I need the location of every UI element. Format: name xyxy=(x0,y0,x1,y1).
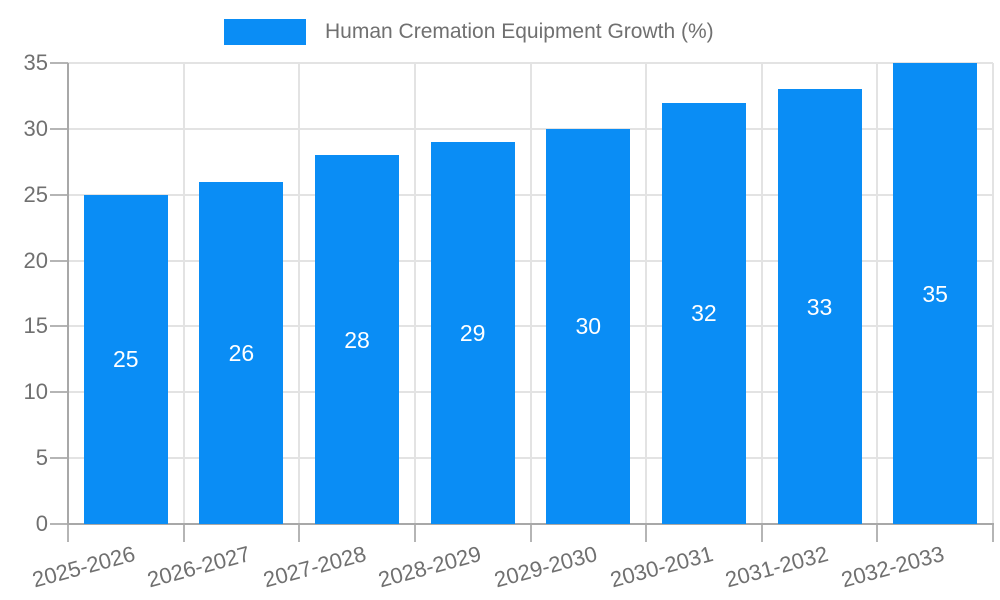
bar-value-label: 28 xyxy=(344,326,370,353)
x-gridline xyxy=(182,63,185,524)
x-gridline xyxy=(413,63,416,524)
y-tick xyxy=(50,193,68,196)
y-tick-label: 0 xyxy=(35,511,48,536)
x-gridline xyxy=(645,63,648,524)
x-tick xyxy=(182,524,185,542)
y-tick-label: 15 xyxy=(23,313,48,339)
x-tick-label: 2030-2031 xyxy=(607,541,716,593)
x-tick-label: 2025-2026 xyxy=(29,541,138,593)
x-tick xyxy=(67,524,69,542)
bar-value-label: 32 xyxy=(691,300,717,327)
bar-2029-2030[interactable]: 30 xyxy=(546,128,631,524)
y-tick xyxy=(50,457,68,460)
bar-value-label: 26 xyxy=(228,339,255,366)
x-gridline xyxy=(298,63,301,524)
x-tick-label: 2026-2027 xyxy=(144,541,253,593)
x-tick-label: 2028-2029 xyxy=(376,541,485,593)
x-tick xyxy=(529,524,532,542)
bar-value-label: 30 xyxy=(575,313,602,340)
x-tick xyxy=(876,524,879,542)
x-tick xyxy=(413,524,416,542)
y-axis-line xyxy=(67,63,69,524)
bar-value-label: 33 xyxy=(806,293,833,320)
y-tick xyxy=(50,391,68,394)
x-tick xyxy=(992,524,994,542)
x-tick xyxy=(760,524,763,542)
legend-swatch xyxy=(224,19,306,45)
y-tick-label: 25 xyxy=(23,181,48,207)
legend-label: Human Cremation Equipment Growth (%) xyxy=(325,20,714,43)
y-tick xyxy=(50,259,68,262)
y-tick xyxy=(50,62,68,64)
y-tick-label: 5 xyxy=(35,445,48,471)
bar-2031-2032[interactable]: 33 xyxy=(777,89,862,524)
x-tick-label: 2032-2033 xyxy=(838,541,947,593)
bar-2027-2028[interactable]: 28 xyxy=(315,155,400,524)
bar-value-label: 25 xyxy=(113,346,139,373)
bar-value-label: 29 xyxy=(459,320,486,346)
bar-2026-2027[interactable]: 26 xyxy=(199,181,284,524)
x-tick-label: 2029-2030 xyxy=(491,541,600,593)
y-tick-label: 30 xyxy=(23,115,48,141)
x-tick xyxy=(298,524,301,542)
x-gridline xyxy=(529,63,532,524)
x-gridline xyxy=(992,63,994,524)
x-tick xyxy=(645,524,648,542)
y-tick xyxy=(50,127,68,130)
bar-2030-2031[interactable]: 32 xyxy=(661,102,746,524)
y-tick-label: 10 xyxy=(23,379,48,405)
y-tick xyxy=(50,325,68,328)
chart-legend[interactable]: Human Cremation Equipment Growth (%) xyxy=(224,19,714,45)
y-gridline xyxy=(68,62,993,64)
bar-2025-2026[interactable]: 25 xyxy=(83,194,168,524)
x-tick-label: 2031-2032 xyxy=(722,541,832,593)
y-tick-label: 20 xyxy=(23,247,48,273)
x-gridline xyxy=(760,63,763,524)
bar-value-label: 35 xyxy=(922,280,948,307)
y-tick-label: 35 xyxy=(23,50,48,75)
x-tick-label: 2027-2028 xyxy=(260,541,369,593)
x-gridline xyxy=(876,63,879,524)
bar-2032-2033[interactable]: 35 xyxy=(893,63,978,524)
y-tick xyxy=(50,523,68,525)
bar-2028-2029[interactable]: 29 xyxy=(430,142,515,524)
